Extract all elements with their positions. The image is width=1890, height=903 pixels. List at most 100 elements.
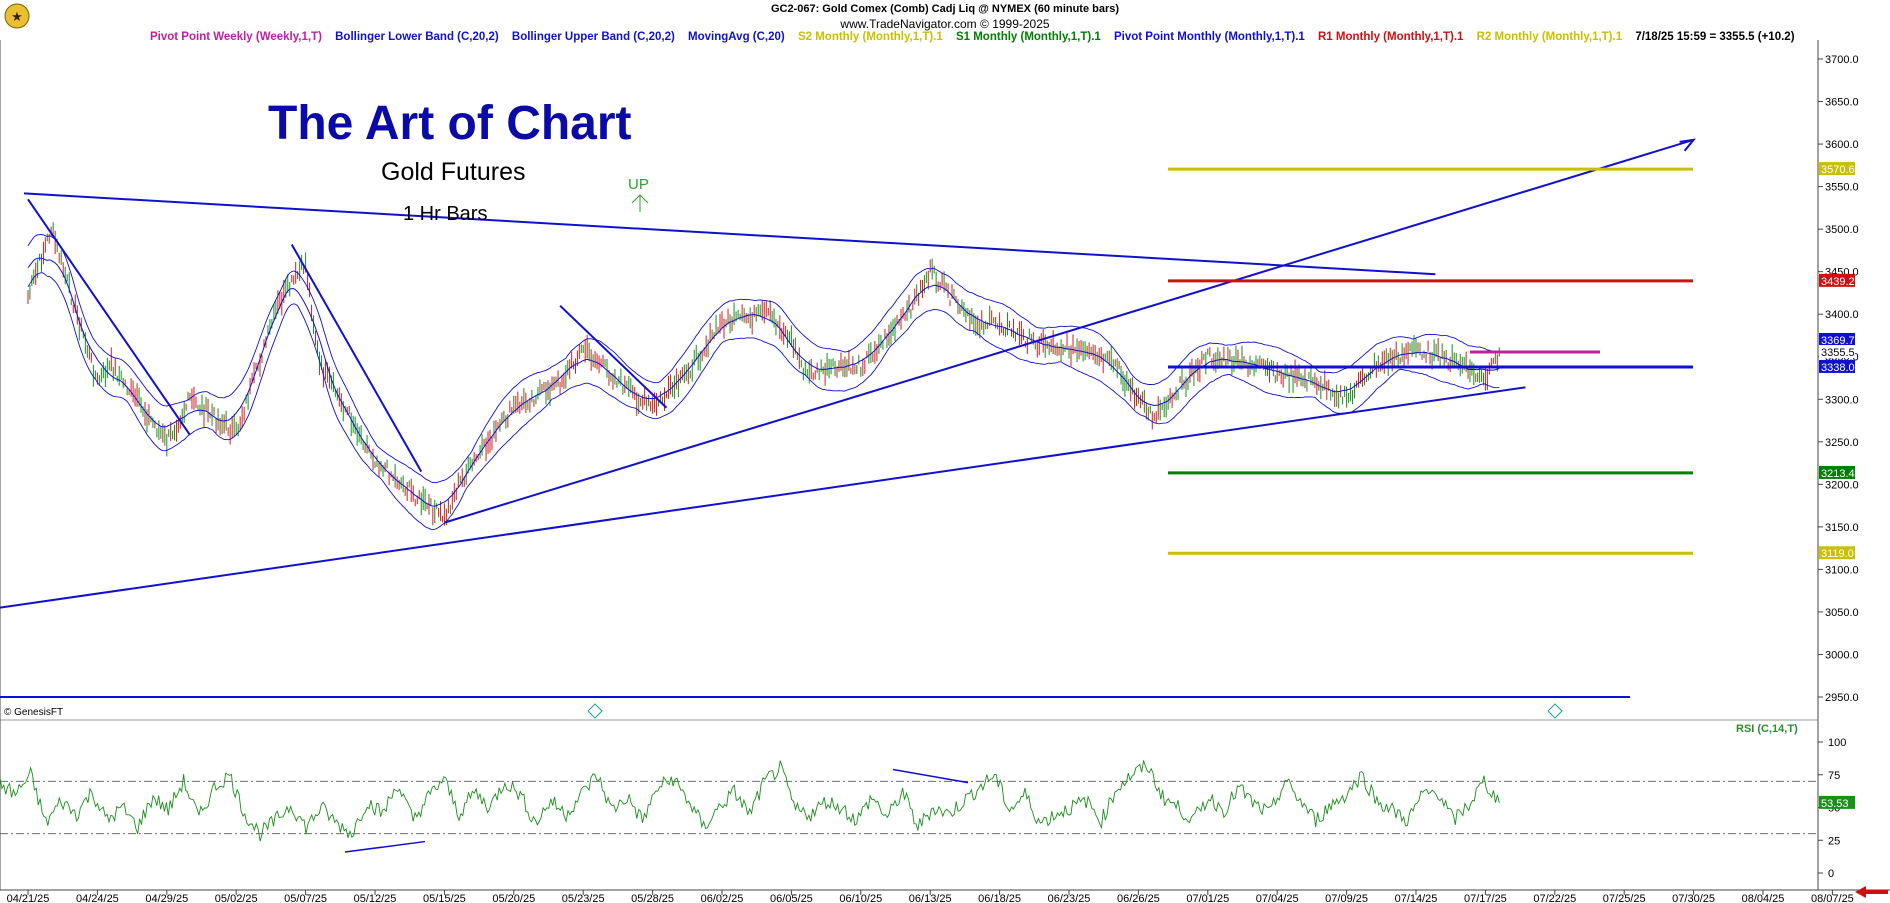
x-tick-label: 06/02/25 <box>701 893 744 903</box>
level-tag-label: 3570.6 <box>1821 164 1855 176</box>
y-tick-label: 2950.0 <box>1825 692 1859 704</box>
legend-item: 7/18/25 15:59 = 3355.5 (+10.2) <box>1635 31 1795 43</box>
trendline-resistance <box>23 192 1436 276</box>
y-tick-label: 3600.0 <box>1825 139 1859 151</box>
legend-item: Pivot Point Monthly (Monthly,1,T).1 <box>1113 31 1305 43</box>
x-tick-label: 06/18/25 <box>978 893 1021 903</box>
x-tick-label: 07/14/25 <box>1395 893 1438 903</box>
x-tick-label: 08/07/25 <box>1811 893 1854 903</box>
legend-item: R1 Monthly (Monthly,1,T).1 <box>1318 31 1464 43</box>
trendline-down-1 <box>27 198 191 436</box>
x-tick-label: 05/02/25 <box>215 893 258 903</box>
x-tick-label: 05/12/25 <box>354 893 397 903</box>
level-tag <box>1819 546 1855 560</box>
rsi-line <box>0 760 1500 842</box>
svg-text:★: ★ <box>11 10 23 25</box>
bollinger-upper-line <box>27 233 1500 484</box>
y-tick-label: 3100.0 <box>1825 564 1859 576</box>
y-tick-label: 3500.0 <box>1825 224 1859 236</box>
y-tick-label: 3650.0 <box>1825 97 1859 109</box>
x-tick-label: 06/13/25 <box>909 893 952 903</box>
x-tick-label: 05/15/25 <box>423 893 466 903</box>
x-tick-label: 07/04/25 <box>1256 893 1299 903</box>
level-tag <box>1819 273 1855 287</box>
rsi-value-tag <box>1819 795 1855 809</box>
level-tag <box>1819 359 1855 373</box>
scroll-right-arrow-icon <box>1855 886 1888 898</box>
x-tick-label: 07/25/25 <box>1603 893 1646 903</box>
x-tick-label: 04/21/25 <box>7 893 50 903</box>
chart-header-site: www.TradeNavigator.com © 1999-2025 <box>840 17 1050 31</box>
app-logo-icon: ★ <box>2 2 32 30</box>
y-tick-label: 3250.0 <box>1825 437 1859 449</box>
rsi-panel-label: RSI (C,14,T) <box>1736 723 1798 735</box>
x-tick-label: 05/20/25 <box>492 893 535 903</box>
x-tick-label: 04/29/25 <box>145 893 188 903</box>
y-tick-label: 3050.0 <box>1825 607 1859 619</box>
y-tick-label: 3400.0 <box>1825 309 1859 321</box>
chart-header-symbol: GC2-067: Gold Comex (Comb) Cadj Liq @ NY… <box>770 3 1120 15</box>
legend-item: S1 Monthly (Monthly,1,T).1 <box>955 31 1101 43</box>
trendline-down-3 <box>559 304 668 409</box>
level-tag <box>1819 332 1855 346</box>
y-tick-label: 3200.0 <box>1825 479 1859 491</box>
rsi-tick-label: 25 <box>1828 835 1840 847</box>
x-tick-label: 05/07/25 <box>284 893 327 903</box>
up-annotation: UP <box>628 176 649 193</box>
chart-title: The Art of Chart <box>268 97 632 150</box>
legend-item: S2 Monthly (Monthly,1,T).1 <box>797 31 943 43</box>
legend-item: R2 Monthly (Monthly,1,T).1 <box>1476 31 1623 43</box>
trendline-up-channel <box>444 138 1694 524</box>
x-tick-label: 06/26/25 <box>1117 893 1160 903</box>
chart-subtitle: Gold Futures <box>381 158 526 186</box>
x-tick-label: 07/09/25 <box>1325 893 1368 903</box>
level-tag <box>1819 345 1855 359</box>
rsi-tick-label: 75 <box>1828 770 1840 782</box>
x-tick-label: 07/17/25 <box>1464 893 1507 903</box>
level-tag <box>1819 162 1855 176</box>
rsi-trendline-high <box>892 768 969 784</box>
y-tick-label: 3550.0 <box>1825 182 1859 194</box>
y-tick-label: 3300.0 <box>1825 394 1859 406</box>
event-marker-icon <box>587 703 603 719</box>
legend: Pivot Point Weekly (Weekly,1,T) Bollinge… <box>150 31 1805 43</box>
level-tag <box>1819 465 1855 479</box>
bollinger-lower-line <box>27 272 1500 531</box>
rsi-tick-label: 100 <box>1828 737 1846 749</box>
x-tick-label: 06/23/25 <box>1048 893 1091 903</box>
trendline-down-2 <box>290 243 423 473</box>
trendline-support-long <box>0 386 1526 609</box>
rsi-trendline-low <box>344 840 426 853</box>
rsi-value-label: 53.53 <box>1821 798 1849 810</box>
x-tick-label: 06/10/25 <box>839 893 882 903</box>
legend-item: MovingAvg (C,20) <box>688 31 785 43</box>
legend-item: Bollinger Upper Band (C,20,2) <box>511 31 675 43</box>
x-tick-label: 04/24/25 <box>76 893 119 903</box>
x-tick-label: 07/01/25 <box>1186 893 1229 903</box>
x-tick-label: 08/04/25 <box>1742 893 1785 903</box>
x-tick-label: 05/28/25 <box>631 893 674 903</box>
x-tick-label: 07/22/25 <box>1533 893 1576 903</box>
up-arrow-icon <box>631 194 649 212</box>
rsi-tick-label: 0 <box>1828 868 1834 880</box>
level-tag-label: 3338.0 <box>1821 362 1855 374</box>
y-tick-label: 3150.0 <box>1825 522 1859 534</box>
moving-average-line <box>27 257 1500 507</box>
copyright-label: © GenesisFT <box>4 707 64 718</box>
price-bars <box>27 222 1500 526</box>
chart-subtitle-timeframe: 1 Hr Bars <box>403 203 488 225</box>
y-tick-label: 3700.0 <box>1825 54 1859 66</box>
event-marker-icon <box>1547 703 1563 719</box>
x-tick-label: 06/05/25 <box>770 893 813 903</box>
x-tick-label: 05/23/25 <box>562 893 605 903</box>
level-tag-label: 3369.7 <box>1821 335 1855 347</box>
level-tag-label: 3355.5 <box>1821 347 1855 359</box>
y-tick-label: 3000.0 <box>1825 649 1859 661</box>
legend-item: Pivot Point Weekly (Weekly,1,T) <box>150 31 322 43</box>
x-tick-label: 07/30/25 <box>1672 893 1715 903</box>
level-tag-label: 3213.4 <box>1821 468 1855 480</box>
legend-item: Bollinger Lower Band (C,20,2) <box>335 31 499 43</box>
trend-arrow-head-icon <box>1679 138 1696 152</box>
